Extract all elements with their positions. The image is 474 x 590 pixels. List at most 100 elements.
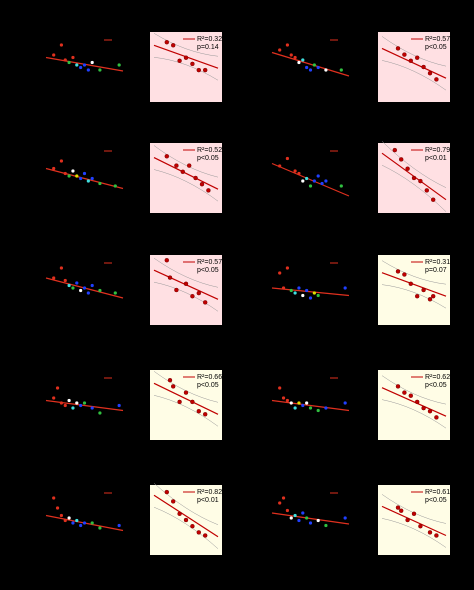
data-point <box>174 287 179 293</box>
fit-line <box>153 157 219 190</box>
data-point <box>86 291 90 295</box>
confidence-band <box>381 518 447 548</box>
data-point <box>183 55 189 60</box>
data-point <box>339 68 343 72</box>
data-point <box>293 169 297 173</box>
p-value-label: p=0.14 <box>197 44 219 51</box>
data-point <box>183 281 189 286</box>
data-point <box>75 174 79 178</box>
data-point <box>411 175 417 181</box>
data-point <box>79 65 83 70</box>
data-point <box>395 46 401 51</box>
data-point <box>164 40 170 45</box>
confidence-band <box>153 395 219 427</box>
fit-line <box>271 399 350 412</box>
data-point <box>339 184 343 188</box>
fit-line <box>381 387 447 417</box>
data-point <box>399 157 404 162</box>
confidence-band <box>153 281 219 312</box>
data-point <box>170 499 176 504</box>
data-point <box>312 291 316 295</box>
data-point <box>67 174 71 178</box>
data-point <box>79 523 83 528</box>
data-point <box>113 291 117 295</box>
data-point <box>206 188 211 193</box>
data-point <box>301 403 305 408</box>
data-point <box>63 403 67 408</box>
data-point <box>79 288 83 293</box>
data-point <box>196 530 202 535</box>
data-point <box>281 286 286 290</box>
panel-background <box>378 370 450 440</box>
panel-background <box>150 143 222 213</box>
data-point <box>71 521 75 525</box>
panel-background <box>378 255 450 325</box>
data-point <box>308 296 313 300</box>
data-point <box>59 159 64 163</box>
p-value-label: p<0.01 <box>197 497 219 504</box>
data-point <box>316 65 320 70</box>
data-point <box>301 511 305 515</box>
data-point <box>285 266 289 270</box>
data-point <box>402 52 407 57</box>
fit-line <box>271 162 350 197</box>
data-point <box>177 399 182 405</box>
data-point <box>170 384 176 389</box>
data-point <box>59 401 64 405</box>
r-squared-label: R²=0.323 <box>197 36 226 43</box>
data-point <box>281 496 286 500</box>
data-point <box>308 184 313 188</box>
data-point <box>281 396 286 400</box>
data-point <box>305 176 309 181</box>
data-point <box>199 181 205 187</box>
r-squared-label: R²=0.820 <box>197 489 226 496</box>
fit-line <box>153 494 219 538</box>
fit-line <box>271 512 350 525</box>
confidence-band <box>153 169 219 202</box>
r-squared-label: R²=0.619 <box>425 489 454 496</box>
data-point <box>164 154 170 159</box>
data-point <box>297 286 301 290</box>
data-point <box>196 290 202 296</box>
data-point <box>324 68 328 72</box>
data-point <box>90 60 94 65</box>
data-point <box>63 278 67 283</box>
data-point <box>427 530 433 535</box>
data-point <box>202 533 208 538</box>
data-point <box>59 266 64 270</box>
data-point <box>421 287 426 293</box>
confidence-band <box>153 257 219 288</box>
data-point <box>415 55 420 60</box>
data-point <box>405 166 410 171</box>
data-point <box>427 297 433 302</box>
data-point <box>431 197 436 202</box>
data-point <box>285 398 289 403</box>
data-point <box>285 156 289 161</box>
data-point <box>164 258 170 263</box>
data-point <box>98 288 102 293</box>
data-point <box>59 43 64 47</box>
data-point <box>343 286 347 290</box>
data-point <box>418 178 423 184</box>
data-point <box>308 521 313 525</box>
data-point <box>434 415 439 420</box>
fit-line <box>271 51 350 77</box>
panel-background <box>150 370 222 440</box>
data-point <box>316 293 320 298</box>
p-value-label: p<0.01 <box>425 155 447 162</box>
data-point <box>202 300 208 305</box>
data-point <box>418 524 423 529</box>
data-point <box>434 533 439 538</box>
data-point <box>82 401 87 405</box>
r-squared-label: R²=0.625 <box>425 374 454 381</box>
confidence-band <box>381 164 447 212</box>
data-point <box>427 409 433 414</box>
data-point <box>395 505 401 510</box>
data-point <box>71 169 75 173</box>
data-point <box>71 55 75 60</box>
p-value-label: p<0.05 <box>425 44 447 51</box>
data-point <box>293 406 297 410</box>
data-point <box>52 53 56 57</box>
data-point <box>421 64 426 70</box>
data-point <box>316 518 320 523</box>
